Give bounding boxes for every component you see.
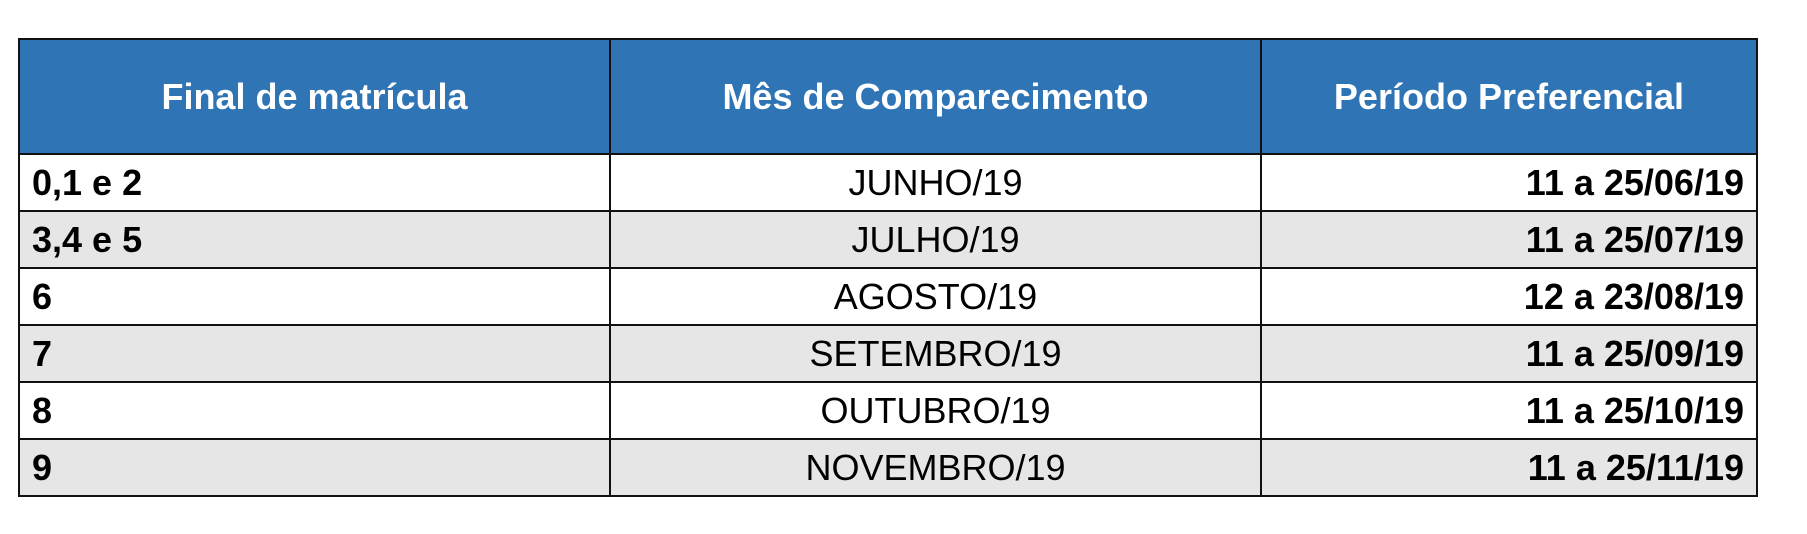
table-row: 0,1 e 2 JUNHO/19 11 a 25/06/19 — [18, 153, 1758, 212]
table-row: 7 SETEMBRO/19 11 a 25/09/19 — [18, 324, 1758, 383]
cell-periodo: 11 a 25/07/19 — [1260, 210, 1758, 269]
schedule-table: Final de matrícula Mês de Comparecimento… — [18, 38, 1758, 497]
cell-mes: JUNHO/19 — [609, 153, 1262, 212]
table-row: 6 AGOSTO/19 12 a 23/08/19 — [18, 267, 1758, 326]
cell-mes: SETEMBRO/19 — [609, 324, 1262, 383]
cell-periodo: 11 a 25/06/19 — [1260, 153, 1758, 212]
cell-mes: AGOSTO/19 — [609, 267, 1262, 326]
cell-periodo: 11 a 25/09/19 — [1260, 324, 1758, 383]
cell-final: 0,1 e 2 — [18, 153, 611, 212]
cell-final: 8 — [18, 381, 611, 440]
table-row: 3,4 e 5 JULHO/19 11 a 25/07/19 — [18, 210, 1758, 269]
cell-mes: JULHO/19 — [609, 210, 1262, 269]
cell-periodo: 11 a 25/11/19 — [1260, 438, 1758, 497]
table-row: 8 OUTUBRO/19 11 a 25/10/19 — [18, 381, 1758, 440]
header-row: Final de matrícula Mês de Comparecimento… — [18, 38, 1758, 155]
cell-final: 7 — [18, 324, 611, 383]
cell-periodo: 11 a 25/10/19 — [1260, 381, 1758, 440]
cell-final: 9 — [18, 438, 611, 497]
table-row: 9 NOVEMBRO/19 11 a 25/11/19 — [18, 438, 1758, 497]
cell-final: 6 — [18, 267, 611, 326]
header-mes-comparecimento: Mês de Comparecimento — [609, 38, 1262, 155]
cell-mes: OUTUBRO/19 — [609, 381, 1262, 440]
header-final-matricula: Final de matrícula — [18, 38, 611, 155]
cell-mes: NOVEMBRO/19 — [609, 438, 1262, 497]
cell-periodo: 12 a 23/08/19 — [1260, 267, 1758, 326]
header-periodo-preferencial: Período Preferencial — [1260, 38, 1758, 155]
cell-final: 3,4 e 5 — [18, 210, 611, 269]
